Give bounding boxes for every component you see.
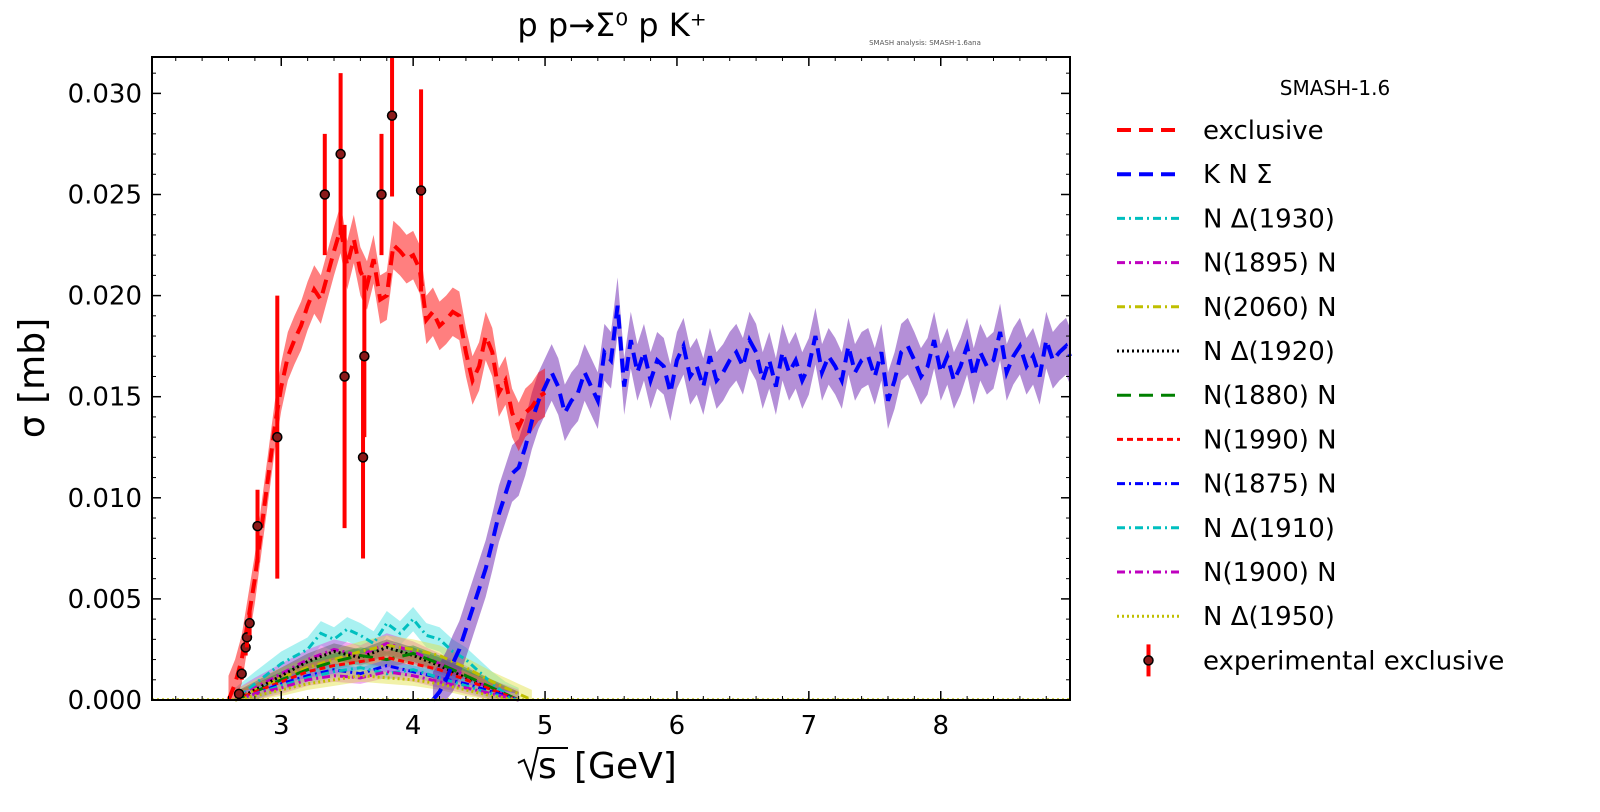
x-tick-label: 3 <box>273 711 290 741</box>
line-n-1875-n <box>234 664 520 702</box>
plot-frame <box>151 56 1071 701</box>
data-point <box>357 452 369 463</box>
legend-label: N Δ(1910) <box>1203 514 1335 544</box>
x-axis-label-root: s <box>538 746 557 787</box>
line-n-1920- <box>234 645 520 702</box>
x-tick-label: 7 <box>801 711 818 741</box>
data-point <box>386 110 398 121</box>
legend-label: N(2060) N <box>1203 293 1337 323</box>
plot-area <box>151 56 1072 702</box>
line-k-n- <box>431 305 1072 702</box>
line-n-1910- <box>234 666 520 702</box>
data-point <box>252 520 263 532</box>
experimental-points <box>233 57 427 700</box>
x-tick-label: 4 <box>405 711 422 741</box>
legend-label: experimental exclusive <box>1203 646 1504 676</box>
legend-label: N Δ(1930) <box>1203 204 1335 234</box>
sqrt-radical <box>517 747 568 782</box>
legend-label: N(1895) N <box>1203 249 1337 279</box>
y-axis: 0.000 0.005 0.010 0.015 0.020 0.025 0.030 <box>68 72 1070 716</box>
y-tick-label: 0.030 <box>68 79 142 109</box>
y-axis-label: σ [mb] <box>12 318 53 438</box>
line-exclusive <box>226 228 547 701</box>
legend-label: N Δ(1950) <box>1203 602 1335 632</box>
legend-label: N Δ(1920) <box>1203 337 1335 367</box>
data-point <box>244 617 255 629</box>
band-exclusive <box>228 204 546 700</box>
y-tick-label: 0.000 <box>68 686 142 716</box>
line-n-1880-n <box>234 651 520 702</box>
line-n-2060-n <box>234 643 533 702</box>
band-n-1900-n <box>235 665 519 700</box>
data-point <box>339 371 350 382</box>
y-tick-label: 0.025 <box>68 180 142 210</box>
band-k-n- <box>432 277 1070 700</box>
legend-label: exclusive <box>1203 116 1324 146</box>
line-n-1930- <box>234 616 520 702</box>
data-point <box>335 148 346 160</box>
analysis-note: SMASH analysis: SMASH-1.6ana <box>869 39 981 47</box>
line-n-1900-n <box>234 670 520 702</box>
data-point <box>376 189 387 200</box>
x-axis-label-unit: [GeV] <box>574 746 677 787</box>
data-point <box>359 351 370 362</box>
x-tick-label: 8 <box>932 711 949 741</box>
legend-marker <box>1143 655 1154 666</box>
legend-title: SMASH-1.6 <box>1280 76 1390 100</box>
x-tick-label: 5 <box>537 711 554 741</box>
x-tick-label: 6 <box>669 711 686 741</box>
series-lines <box>152 228 1072 702</box>
y-tick-label: 0.015 <box>68 383 142 413</box>
x-axis: 3 4 5 6 7 8 <box>175 57 1047 741</box>
y-tick-label: 0.010 <box>68 484 142 514</box>
data-point <box>236 668 247 679</box>
line-n-1990-n <box>234 655 520 702</box>
legend-label: K N Σ <box>1203 160 1272 190</box>
chart-title: p p→Σ⁰ p K⁺ <box>517 6 706 44</box>
line-n-1950- <box>234 674 519 702</box>
legend-label: N(1990) N <box>1203 425 1337 455</box>
y-tick-label: 0.005 <box>68 585 142 615</box>
legend-label: N(1880) N <box>1203 381 1337 411</box>
legend: SMASH-1.6 exclusive K N Σ N Δ(1930) N(1895)… <box>1117 76 1504 677</box>
x-axis-label: s [GeV] <box>517 746 677 787</box>
y-tick-label: 0.020 <box>68 282 142 312</box>
legend-label: N(1900) N <box>1203 558 1337 588</box>
data-point <box>233 688 245 700</box>
band-n-1920- <box>235 639 519 700</box>
legend-label: N(1875) N <box>1203 470 1337 500</box>
data-point <box>415 185 427 196</box>
data-point <box>319 189 331 200</box>
data-point <box>272 431 283 443</box>
